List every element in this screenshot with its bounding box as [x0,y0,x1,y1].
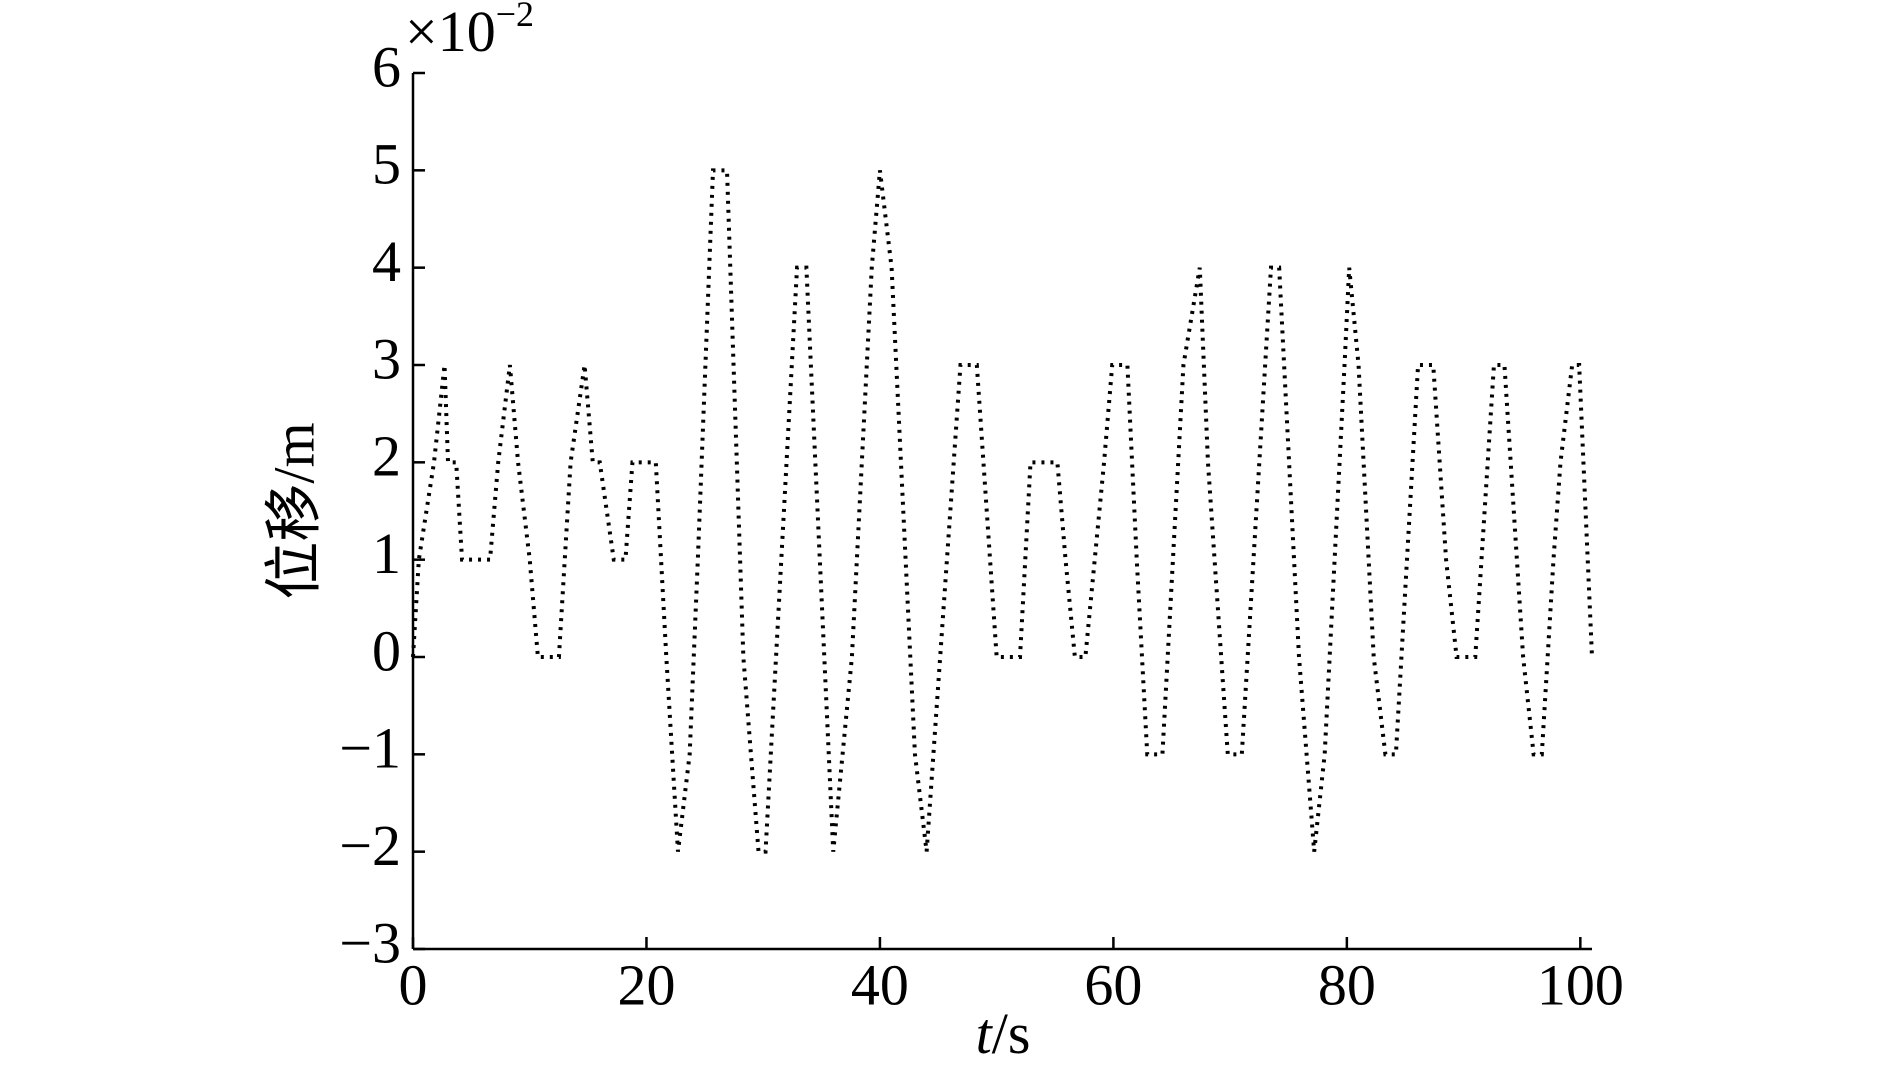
multiplier: ×10−2 [405,0,534,64]
data-line [411,168,1594,854]
y-tick-label: 3 [372,326,401,391]
y-axis-label: 位移/m [261,422,326,599]
y-tick-label: 5 [372,132,401,197]
y-tick-label: 0 [372,618,401,683]
x-tick-label: 60 [1084,952,1142,1017]
multiplier-exponent: −2 [496,0,534,34]
y-tick-label: 4 [372,229,401,294]
x-axis-label: t/s [976,1001,1031,1066]
x-tick-label: 20 [617,952,675,1017]
x-label-var: t [976,1001,994,1066]
y-tick-label: −1 [339,716,401,781]
x-tick-label: 0 [399,952,428,1017]
y-tick-label: 6 [372,34,401,99]
multiplier-base: ×10 [405,0,496,64]
y-tick-label: 1 [372,521,401,586]
x-tick-label: 40 [851,952,909,1017]
x-tick-label: 100 [1537,952,1624,1017]
y-tick-label: −3 [339,910,401,975]
y-tick-label: 2 [372,424,401,489]
x-tick-label: 80 [1318,952,1376,1017]
y-tick-label: −2 [339,813,401,878]
x-label-unit: /s [992,1001,1031,1066]
